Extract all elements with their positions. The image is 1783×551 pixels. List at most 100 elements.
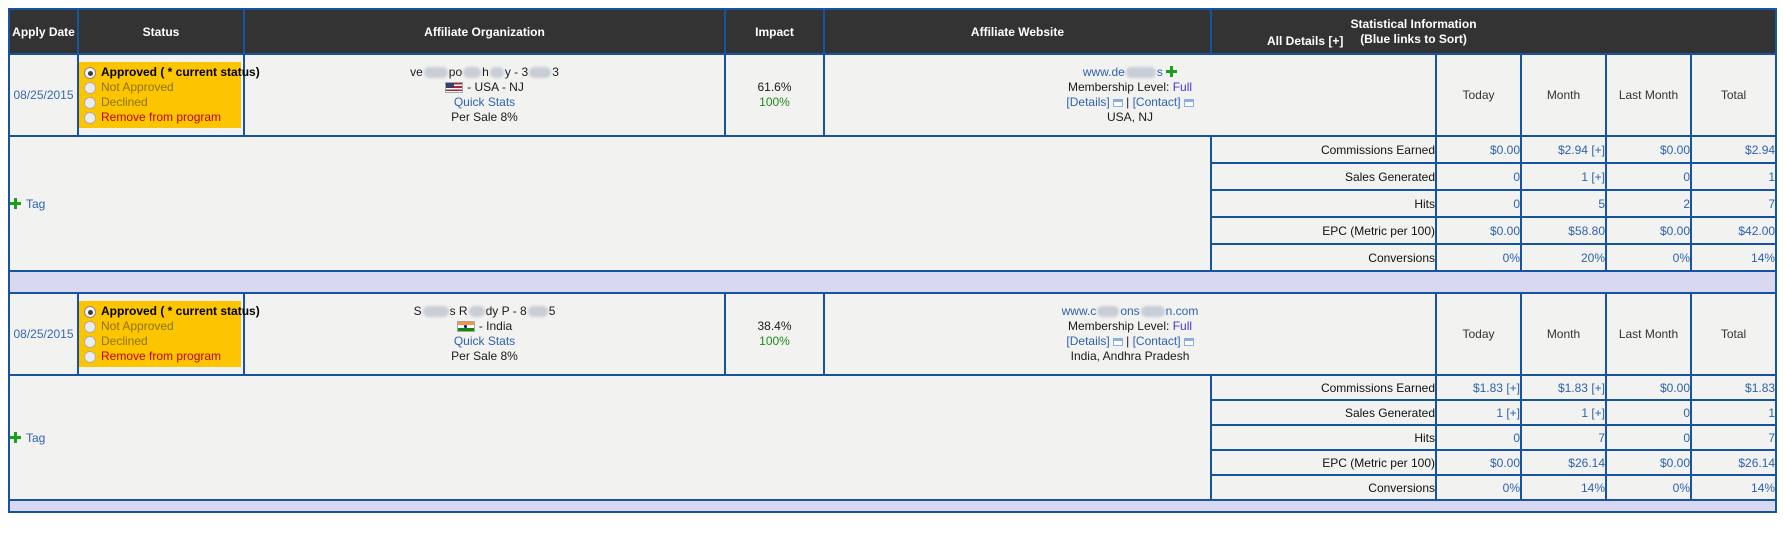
affiliate-management-page: Apply Date Status Affiliate Organization…: [7, 8, 1778, 513]
stat-value[interactable]: 1 [+]: [1520, 162, 1607, 191]
stat-value[interactable]: 7: [1689, 424, 1778, 451]
status-option-approved[interactable]: Approved ( * current status): [84, 304, 260, 319]
redacted-text: [527, 306, 548, 317]
website-location: USA, NJ: [1106, 110, 1153, 124]
col-header-status: Status: [77, 8, 245, 55]
details-link[interactable]: [Details]: [1066, 95, 1110, 109]
stat-value[interactable]: $2.94 [+]: [1520, 135, 1607, 164]
tag-cell: Tag: [8, 374, 1212, 501]
radio-icon[interactable]: [84, 320, 96, 333]
stat-value[interactable]: 1: [1689, 399, 1778, 426]
add-website-icon[interactable]: [1166, 66, 1178, 77]
radio-icon[interactable]: [84, 81, 96, 94]
stat-value[interactable]: $0.00: [1435, 449, 1522, 476]
stat-value[interactable]: 14%: [1520, 474, 1607, 501]
stat-value[interactable]: $0.00: [1435, 135, 1522, 164]
all-details-toggle[interactable]: All Details [+]: [1267, 34, 1344, 48]
affiliate-country: - USA - NJ: [245, 80, 724, 95]
stat-value[interactable]: 0%: [1605, 474, 1692, 501]
contact-link[interactable]: [Contact]: [1132, 95, 1181, 109]
stat-value[interactable]: 0: [1605, 399, 1692, 426]
website-url-link[interactable]: www.c ons n.com: [1061, 304, 1199, 318]
stat-value[interactable]: 2: [1605, 189, 1692, 218]
redacted-text: [423, 67, 448, 78]
radio-icon[interactable]: [84, 96, 96, 109]
stat-value[interactable]: 7: [1520, 424, 1607, 451]
status-option-not-approved[interactable]: Not Approved: [84, 319, 237, 334]
radio-selected-icon[interactable]: [84, 305, 96, 318]
stat-value[interactable]: 0%: [1435, 243, 1522, 272]
details-link[interactable]: [Details]: [1066, 334, 1110, 348]
stat-value[interactable]: 14%: [1689, 474, 1778, 501]
radio-icon[interactable]: [84, 111, 96, 124]
stat-value[interactable]: 0: [1435, 424, 1522, 451]
stat-value[interactable]: $0.00: [1605, 374, 1692, 401]
stat-label: Conversions: [1210, 243, 1437, 272]
stat-value[interactable]: 5: [1520, 189, 1607, 218]
stat-value[interactable]: 1: [1689, 162, 1778, 191]
tag-cell: Tag: [8, 135, 1212, 272]
stat-label: Sales Generated: [1210, 162, 1437, 191]
stat-col-month: Month: [1520, 53, 1607, 137]
status-option-remove[interactable]: Remove from program: [84, 110, 237, 125]
stat-value[interactable]: 0: [1435, 162, 1522, 191]
stat-value[interactable]: 1 [+]: [1520, 399, 1607, 426]
affiliate-country: - India: [245, 319, 724, 334]
stat-value[interactable]: $1.83 [+]: [1435, 374, 1522, 401]
redacted-text: [468, 306, 485, 317]
popup-window-icon: [1112, 99, 1123, 107]
quick-stats-link[interactable]: Quick Stats: [453, 334, 516, 348]
status-option-declined[interactable]: Declined: [84, 334, 237, 349]
stat-value[interactable]: 0%: [1435, 474, 1522, 501]
status-option-remove[interactable]: Remove from program: [84, 349, 237, 364]
website-url-link[interactable]: www.de s: [1082, 65, 1163, 79]
stat-value[interactable]: $0.00: [1605, 449, 1692, 476]
status-option-declined[interactable]: Declined: [84, 95, 237, 110]
impact-cell: 38.4% 100%: [724, 292, 825, 376]
website-cell: www.c ons n.com Membership Level: Full [De…: [823, 292, 1437, 376]
stat-row: Conversions 0% 20% 0% 14%: [9, 243, 1778, 272]
stat-value[interactable]: $0.00: [1435, 216, 1522, 245]
stat-row: Sales Generated 0 1 [+] 0 1: [9, 162, 1778, 191]
stat-value[interactable]: 1 [+]: [1435, 399, 1522, 426]
redacted-text: [1097, 306, 1120, 317]
stat-value[interactable]: $1.83 [+]: [1520, 374, 1607, 401]
add-tag-icon[interactable]: [10, 197, 21, 209]
stat-value[interactable]: $26.14: [1689, 449, 1778, 476]
stat-value[interactable]: $0.00: [1605, 216, 1692, 245]
stat-label: Conversions: [1210, 474, 1437, 501]
contact-link[interactable]: [Contact]: [1132, 334, 1181, 348]
stat-value[interactable]: $1.83: [1689, 374, 1778, 401]
stat-col-total: Total: [1689, 292, 1778, 376]
stat-value[interactable]: 20%: [1520, 243, 1607, 272]
stat-row: Tag Commissions Earned $1.83 [+] $1.83 […: [8, 374, 1778, 501]
radio-icon[interactable]: [84, 335, 96, 348]
membership-level-link[interactable]: Full: [1172, 319, 1193, 333]
quick-stats-link[interactable]: Quick Stats: [453, 95, 516, 109]
radio-icon[interactable]: [84, 350, 96, 363]
tag-link[interactable]: Tag: [26, 430, 46, 445]
popup-window-icon: [1183, 99, 1194, 107]
stat-value[interactable]: 0%: [1605, 243, 1692, 272]
radio-selected-icon[interactable]: [84, 66, 96, 79]
stat-value[interactable]: 0: [1605, 424, 1692, 451]
membership-level-link[interactable]: Full: [1172, 80, 1193, 94]
stat-col-month: Month: [1520, 292, 1607, 376]
stat-value[interactable]: 0: [1435, 189, 1522, 218]
status-option-not-approved[interactable]: Not Approved: [84, 80, 237, 95]
stat-value[interactable]: $42.00: [1689, 216, 1778, 245]
stat-value[interactable]: 7: [1689, 189, 1778, 218]
stat-value[interactable]: $0.00: [1605, 135, 1692, 164]
stat-value[interactable]: $26.14: [1520, 449, 1607, 476]
status-option-approved[interactable]: Approved ( * current status): [84, 65, 260, 80]
stat-value[interactable]: $2.94: [1689, 135, 1778, 164]
tag-link[interactable]: Tag: [26, 196, 46, 211]
stat-value[interactable]: $58.80: [1520, 216, 1607, 245]
redacted-text: [1140, 306, 1165, 317]
stat-value[interactable]: 14%: [1689, 243, 1778, 272]
stat-value[interactable]: 0: [1605, 162, 1692, 191]
add-tag-icon[interactable]: [10, 431, 21, 443]
separator-band: [7, 270, 1778, 294]
